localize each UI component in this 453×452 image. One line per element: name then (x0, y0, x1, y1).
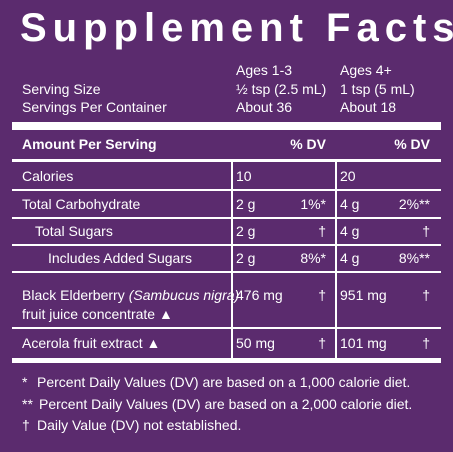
footnote-text: Daily Value (DV) not established. (37, 417, 242, 433)
title: Supplement Facts (20, 6, 453, 50)
header-label: Servings Per Container (22, 99, 167, 115)
amount: 2 g (236, 223, 256, 239)
footnote-mark: ** (22, 395, 33, 412)
rule (12, 158, 441, 162)
daily-value: † (422, 223, 430, 239)
daily-value: † (318, 223, 326, 239)
nutrient-name: Calories (22, 168, 74, 184)
rule (12, 217, 441, 219)
daily-value: † (422, 335, 430, 351)
footnote-mark: * (22, 374, 28, 390)
nutrient-name: Total Sugars (35, 223, 113, 239)
rule (12, 244, 441, 246)
nutrient-name: Black Elderberry (22, 287, 125, 303)
amount: 20 (340, 168, 356, 184)
amount: 10 (236, 168, 252, 184)
amount: 476 mg (236, 287, 283, 303)
header-value: About 36 (236, 99, 293, 115)
amount: 4 g (340, 250, 360, 266)
header-value: 1 tsp (5 mL) (340, 81, 415, 97)
rule (12, 357, 441, 363)
footnote-mark: † (22, 417, 30, 433)
header-label: Serving Size (22, 81, 101, 97)
daily-value: 8%** (398, 250, 430, 266)
column-heading: Ages 4+ (340, 62, 392, 78)
column-heading: Ages 1-3 (236, 62, 293, 78)
amount: 4 g (340, 196, 360, 212)
amount: 951 mg (340, 287, 387, 303)
amount: 101 mg (340, 335, 387, 351)
rule (12, 271, 441, 273)
header-value: ½ tsp (2.5 mL) (236, 81, 327, 97)
rule (12, 189, 441, 191)
nutrient-name: Acerola fruit extract ▲ (22, 335, 161, 351)
dv-heading: % DV (394, 136, 430, 152)
amount: 4 g (340, 223, 360, 239)
nutrient-name: Total Carbohydrate (22, 196, 141, 212)
amount: 2 g (236, 196, 256, 212)
rule (12, 327, 441, 329)
daily-value: 8%* (300, 250, 326, 266)
nutrient-name: fruit juice concentrate ▲ (22, 306, 173, 322)
daily-value: 2%** (398, 196, 430, 212)
footnote-text: Percent Daily Values (DV) are based on a… (39, 395, 413, 412)
amount: 50 mg (236, 335, 275, 351)
column-divider (231, 160, 233, 358)
header-value: About 18 (340, 99, 397, 115)
daily-value: 1%* (300, 196, 326, 212)
daily-value: † (422, 287, 430, 303)
dv-heading: % DV (290, 136, 326, 152)
table-heading: Amount Per Serving (22, 136, 157, 152)
rule (12, 122, 441, 130)
daily-value: † (318, 287, 326, 303)
amount: 2 g (236, 250, 256, 266)
nutrient-name: Includes Added Sugars (48, 250, 192, 266)
footnote-text: Percent Daily Values (DV) are based on a… (37, 374, 411, 390)
daily-value: † (318, 335, 326, 351)
column-divider (335, 160, 337, 358)
nutrient-latin-name: (Sambucus nigra) (128, 287, 240, 303)
